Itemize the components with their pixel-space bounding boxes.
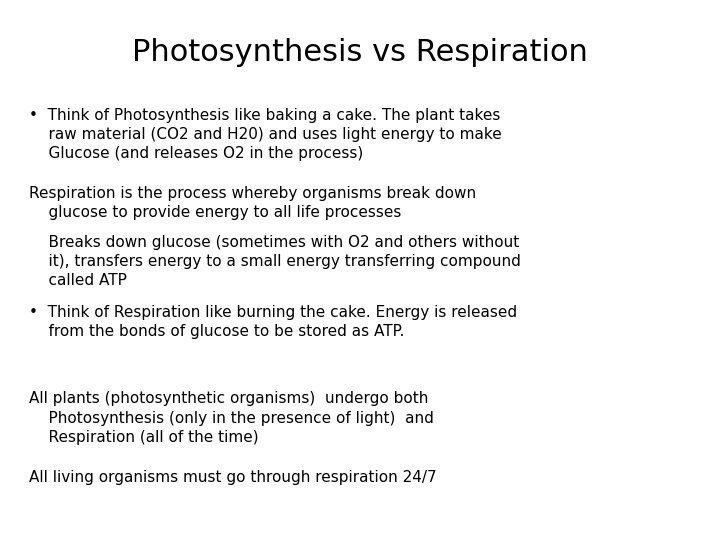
Text: Respiration is the process whereby organisms break down
    glucose to provide e: Respiration is the process whereby organ… [29, 186, 476, 220]
Text: Breaks down glucose (sometimes with O2 and others without
    it), transfers ene: Breaks down glucose (sometimes with O2 a… [29, 235, 521, 288]
Text: •  Think of Photosynthesis like baking a cake. The plant takes
    raw material : • Think of Photosynthesis like baking a … [29, 108, 502, 161]
Text: •  Think of Respiration like burning the cake. Energy is released
    from the b: • Think of Respiration like burning the … [29, 305, 517, 339]
Text: Photosynthesis vs Respiration: Photosynthesis vs Respiration [132, 38, 588, 67]
Text: All plants (photosynthetic organisms)  undergo both
    Photosynthesis (only in : All plants (photosynthetic organisms) un… [29, 392, 433, 445]
Text: All living organisms must go through respiration 24/7: All living organisms must go through res… [29, 470, 436, 485]
